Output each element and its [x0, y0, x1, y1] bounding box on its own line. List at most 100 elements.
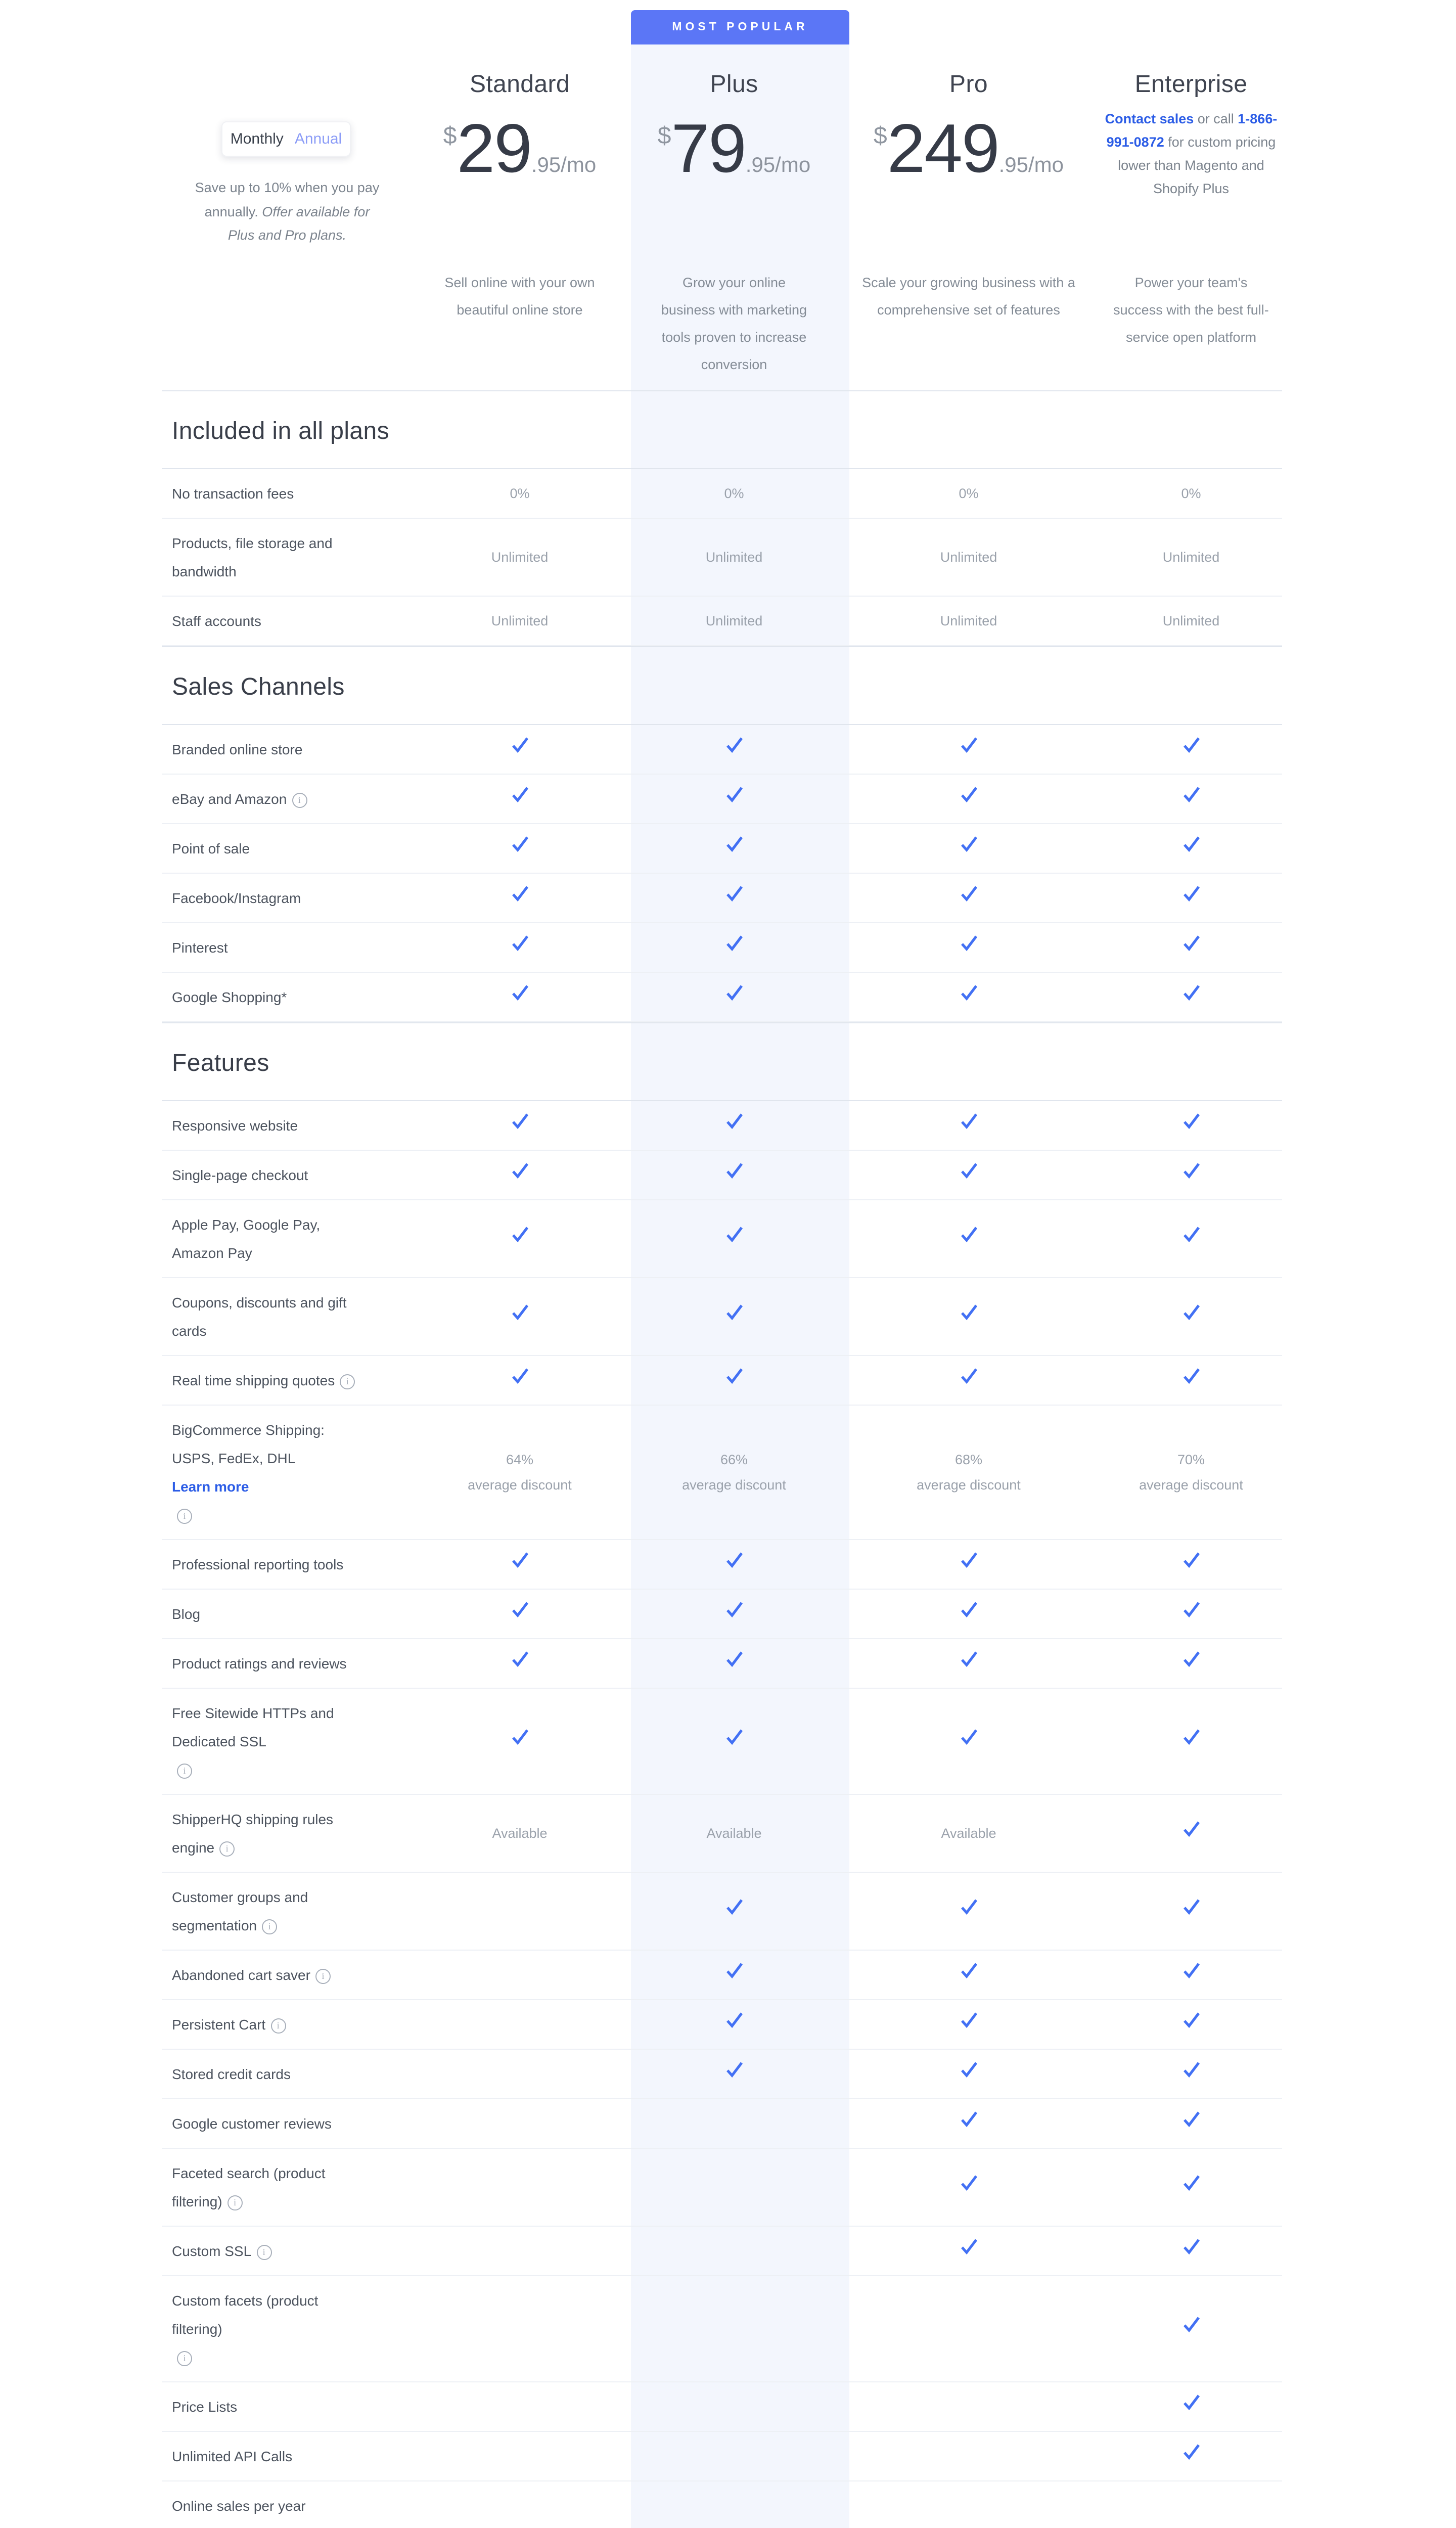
row-label: Branded online store [172, 741, 303, 757]
check-icon [958, 2174, 979, 2201]
check-icon [723, 785, 745, 812]
toggle-monthly[interactable]: Monthly [230, 130, 284, 148]
learn-more-link[interactable]: Learn more [172, 1478, 249, 1495]
info-icon[interactable]: i [256, 2245, 272, 2260]
plan-name-standard: Standard [469, 71, 570, 98]
plan-cell-standard [408, 785, 631, 812]
plan-cell-enterprise [1080, 2060, 1302, 2088]
plan-cell-pro [857, 1961, 1080, 1989]
row-label: Stored credit cards [172, 2066, 291, 2082]
plan-cell-pro: Available [941, 1826, 996, 1841]
info-icon[interactable]: i [177, 2351, 192, 2366]
plan-cell-enterprise: Custom [1080, 2521, 1302, 2528]
info-icon[interactable]: i [177, 1764, 192, 1779]
plan-cell-pro [857, 1161, 1080, 1189]
table-row: ShipperHQ shipping rules engine i Availabl… [162, 1795, 1282, 1873]
plan-cell-standard: 0% [510, 486, 530, 501]
row-label: Customer groups and segmentation i [172, 1889, 308, 1934]
plan-name-plus: Plus [710, 71, 758, 98]
check-icon [1180, 1961, 1202, 1989]
phone-link[interactable]: 1-866-991-0872 [1106, 111, 1278, 150]
plan-cell-enterprise [1080, 1728, 1302, 1755]
plan-cell-plus [623, 1600, 845, 1628]
plan-description-plus: Grow your online business with marketing… [661, 275, 807, 372]
plan-cell-plus [623, 1225, 845, 1252]
plan-cell-enterprise [1080, 2237, 1302, 2265]
currency-symbol: $ [657, 122, 671, 150]
check-icon [723, 835, 745, 862]
plan-cell-pro [857, 2110, 1080, 2137]
row-label: Coupons, discounts and gift cards [172, 1294, 347, 1339]
plan-cell-enterprise [1080, 1961, 1302, 1989]
check-icon [958, 736, 979, 763]
table-row: BigCommerce Shipping: USPS, FedEx, DHL Le… [162, 1406, 1282, 1540]
plan-cell-plus [623, 1161, 845, 1189]
plan-cell-enterprise: 70% average discount [1139, 1452, 1243, 1493]
plan-cell-plus [623, 785, 845, 812]
table-row: Persistent Cart i [162, 2000, 1282, 2050]
plan-cell-pro [857, 1898, 1080, 1925]
check-icon [958, 1551, 979, 1578]
row-label: Real time shipping quotes i [172, 1366, 475, 1394]
info-icon[interactable]: i [340, 1374, 355, 1389]
plan-cell-enterprise [1080, 2174, 1302, 2201]
plan-price-standard: $29.95/mo [358, 109, 681, 188]
plan-cell-enterprise [1080, 1303, 1302, 1330]
contact-text: or call [1194, 111, 1238, 126]
plan-cell-enterprise [1080, 2315, 1302, 2342]
plan-cell-standard: Available [492, 1826, 548, 1841]
billing-toggle[interactable]: Monthly Annual [221, 121, 351, 157]
section-title: Sales Channels [172, 673, 345, 701]
info-icon[interactable]: i [315, 1969, 331, 1984]
savings-note: Save up to 10% when you pay annually. Of… [190, 176, 384, 247]
row-label: Blog [172, 1606, 201, 1622]
plan-cell-enterprise [1080, 1112, 1302, 1139]
plan-cell-plus: 66% average discount [682, 1452, 786, 1493]
row-label: Point of sale [172, 840, 250, 856]
info-icon[interactable]: i [292, 793, 307, 808]
plan-price-plus: $79.95/mo [572, 109, 896, 188]
check-icon [1180, 1728, 1202, 1755]
check-icon [509, 1728, 530, 1755]
row-label: ShipperHQ shipping rules engine i [172, 1811, 334, 1857]
table-row: Blog [162, 1590, 1282, 1639]
info-icon[interactable]: i [227, 2195, 243, 2210]
info-icon[interactable]: i [219, 1841, 235, 1857]
section-header: Sales Channels [162, 646, 1282, 725]
row-label: Google customer reviews [172, 2115, 332, 2132]
table-row: Unlimited API Calls [162, 2432, 1282, 2481]
row-label: Product ratings and reviews [172, 1655, 347, 1672]
toggle-annual[interactable]: Annual [294, 130, 342, 148]
plan-name-pro: Pro [949, 71, 988, 98]
check-icon [1180, 736, 1202, 763]
plan-cell-enterprise [1080, 1367, 1302, 1394]
check-icon [723, 1225, 745, 1252]
plans-header: Monthly Annual Save up to 10% when you p… [162, 0, 1282, 390]
check-icon [958, 1961, 979, 1989]
check-icon [958, 983, 979, 1011]
plan-cell-standard [408, 1303, 631, 1330]
info-icon[interactable]: i [262, 1919, 278, 1934]
check-icon [1180, 1650, 1202, 1677]
check-icon [1180, 1225, 1202, 1252]
plan-cell-enterprise [1080, 983, 1302, 1011]
plan-cell-enterprise [1080, 835, 1302, 862]
check-icon [1180, 934, 1202, 961]
enterprise-contact: Contact sales or call 1-866-991-0872 for… [1098, 107, 1284, 200]
contact-sales-link[interactable]: Contact sales [1105, 111, 1194, 126]
row-label: Custom facets (product filtering) i [172, 2286, 475, 2371]
savings-note-text: Save up to 10% when you pay annually. [195, 180, 380, 219]
table-row: Point of sale [162, 824, 1282, 874]
plan-cell-plus [623, 1898, 845, 1925]
plan-cell-plus [623, 1961, 845, 1989]
info-icon[interactable]: i [270, 2018, 286, 2034]
plan-cell-plus [623, 1650, 845, 1677]
section-header: Features [162, 1022, 1282, 1101]
row-label: Staff accounts [172, 613, 261, 629]
check-icon [509, 884, 530, 912]
table-row: Coupons, discounts and gift cards [162, 1278, 1282, 1356]
plan-cell-pro [857, 884, 1080, 912]
info-icon[interactable]: i [177, 1509, 192, 1524]
row-label: Free Sitewide HTTPs and Dedicated SSL i [172, 1699, 475, 1784]
plan-cell-enterprise [1080, 1600, 1302, 1628]
